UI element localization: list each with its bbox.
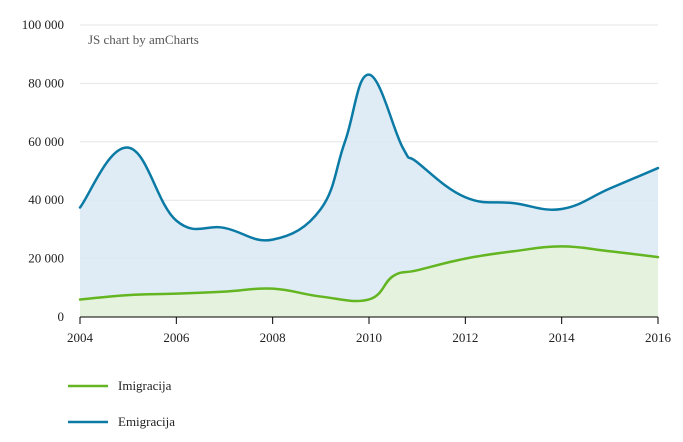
y-tick-label: 60 000	[28, 134, 64, 149]
y-tick-label: 0	[58, 309, 65, 324]
legend: Imigracija Emigracija	[68, 378, 175, 429]
legend-label: Imigracija	[118, 378, 172, 393]
x-tick-label: 2014	[549, 330, 576, 345]
series-areas	[80, 75, 658, 317]
legend-label: Emigracija	[118, 414, 175, 429]
chart-credit[interactable]: JS chart by amCharts	[88, 32, 199, 47]
y-tick-label: 40 000	[28, 192, 64, 207]
y-tick-label: 80 000	[28, 75, 64, 90]
x-tick-label: 2004	[67, 330, 94, 345]
x-tick-label: 2006	[163, 330, 190, 345]
legend-item-emigracija[interactable]: Emigracija	[68, 414, 175, 429]
x-tick-label: 2008	[260, 330, 286, 345]
legend-item-imigracija[interactable]: Imigracija	[68, 378, 172, 393]
x-tick-label: 2012	[452, 330, 478, 345]
y-tick-label: 100 000	[22, 17, 64, 32]
x-tick-label: 2016	[645, 330, 672, 345]
y-tick-label: 20 000	[28, 251, 64, 266]
x-tick-label: 2010	[356, 330, 382, 345]
